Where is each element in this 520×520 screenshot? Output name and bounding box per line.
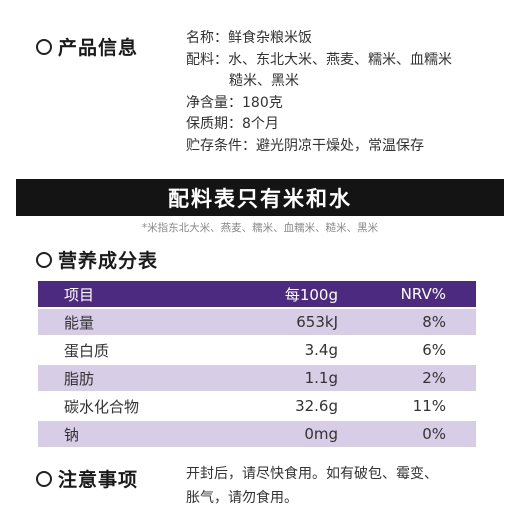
notice-title: 注意事项 [58, 469, 139, 491]
nutrition-heading: 营养成分表 [36, 246, 158, 273]
nutrition-table: 项目 每100g NRV% 能量 653kJ 8% 蛋白质 3.4g 6% 脂肪… [38, 281, 476, 449]
circle-bullet-icon [36, 251, 52, 268]
ingredients-line-2: 糙米、黑米 [229, 73, 299, 89]
notice-line-2: 胀气，请勿食用。 [186, 490, 298, 506]
row-per-100g: 653kJ [296, 313, 338, 331]
product-info-heading: 产品信息 [36, 33, 138, 60]
row-nrv: 8% [422, 313, 446, 331]
row-per-100g: 3.4g [304, 341, 338, 359]
storage-conditions: 贮存条件：避光阴凉干燥处，常温保存 [186, 137, 424, 154]
table-header-row: 项目 每100g NRV% [38, 281, 476, 307]
circle-bullet-icon [36, 38, 52, 55]
ingredients-line-1: 配料：水、东北大米、燕麦、糯米、血糯米 [186, 51, 452, 68]
row-item: 蛋白质 [64, 341, 110, 360]
table-row: 钠 0mg 0% [38, 421, 476, 447]
shelf-life: 保质期：8个月 [186, 116, 279, 132]
notice-text: 开封后，请尽快食用。如有破包、霉变、 胀气，请勿食用。 [186, 462, 486, 510]
header-nrv: NRV% [400, 285, 446, 303]
row-per-100g: 0mg [304, 425, 338, 443]
row-item: 脂肪 [64, 369, 95, 388]
header-per-100g: 每100g [284, 285, 338, 304]
banner-text: 配料表只有米和水 [168, 186, 352, 211]
row-item: 钠 [64, 425, 80, 444]
notice-line-1: 开封后，请尽快食用。如有破包、霉变、 [186, 466, 438, 482]
table-row: 脂肪 1.1g 2% [38, 365, 476, 391]
table-row: 能量 653kJ 8% [38, 309, 476, 335]
row-nrv: 0% [422, 425, 446, 443]
product-info-block: 名称：鲜食杂粮米饭 配料：水、东北大米、燕麦、糯米、血糯米 糙米、黑米 净含量：… [186, 28, 452, 157]
table-row: 蛋白质 3.4g 6% [38, 337, 476, 363]
product-name: 名称：鲜食杂粮米饭 [186, 30, 312, 46]
ingredients-footnote: *米指东北大米、燕麦、糯米、血糯米、糙米、黑米 [141, 222, 379, 234]
notice-heading: 注意事项 [36, 465, 138, 492]
row-nrv: 2% [422, 369, 446, 387]
row-nrv: 6% [422, 341, 446, 359]
nutrition-title: 营养成分表 [58, 250, 159, 272]
ingredients-banner: 配料表只有米和水 [16, 179, 504, 216]
header-item: 项目 [64, 285, 95, 304]
row-nrv: 11% [412, 397, 446, 415]
row-item: 碳水化合物 [64, 397, 140, 416]
row-per-100g: 1.1g [304, 369, 338, 387]
product-info-title: 产品信息 [58, 37, 139, 59]
table-row: 碳水化合物 32.6g 11% [38, 393, 476, 419]
circle-bullet-icon [36, 470, 52, 487]
row-per-100g: 32.6g [295, 397, 338, 415]
row-item: 能量 [64, 313, 95, 332]
net-content: 净含量：180克 [186, 94, 283, 111]
